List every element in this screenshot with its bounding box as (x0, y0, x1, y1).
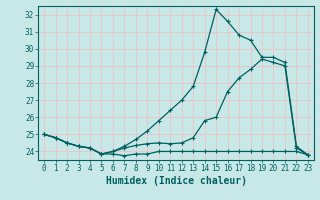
X-axis label: Humidex (Indice chaleur): Humidex (Indice chaleur) (106, 176, 246, 186)
